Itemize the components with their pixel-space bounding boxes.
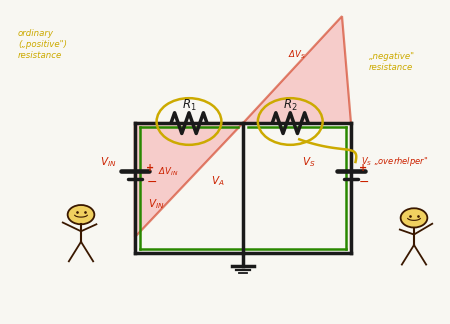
Text: V$_{IN}$: V$_{IN}$ bbox=[100, 155, 117, 169]
Text: ΔV$_S$: ΔV$_S$ bbox=[288, 49, 306, 61]
Text: ordinary
(„positive")
resistance: ordinary („positive") resistance bbox=[18, 29, 67, 60]
Text: V$_A$: V$_A$ bbox=[212, 175, 225, 188]
Text: −: − bbox=[146, 176, 157, 189]
Text: V$_{IN}$: V$_{IN}$ bbox=[148, 198, 165, 212]
Text: R$_2$: R$_2$ bbox=[283, 98, 297, 113]
Text: V$_S$: V$_S$ bbox=[302, 155, 315, 169]
Text: +: + bbox=[359, 163, 367, 173]
Text: „negative"
resistance: „negative" resistance bbox=[369, 52, 415, 72]
Text: +: + bbox=[146, 163, 154, 173]
Text: −: − bbox=[359, 176, 369, 189]
Circle shape bbox=[68, 205, 94, 224]
Polygon shape bbox=[135, 123, 243, 237]
Text: R$_1$: R$_1$ bbox=[182, 98, 196, 113]
Text: V$_S$ „overhelper": V$_S$ „overhelper" bbox=[361, 156, 428, 168]
Text: ΔV$_{IN}$: ΔV$_{IN}$ bbox=[158, 166, 178, 178]
Circle shape bbox=[400, 208, 428, 227]
Polygon shape bbox=[243, 16, 351, 123]
